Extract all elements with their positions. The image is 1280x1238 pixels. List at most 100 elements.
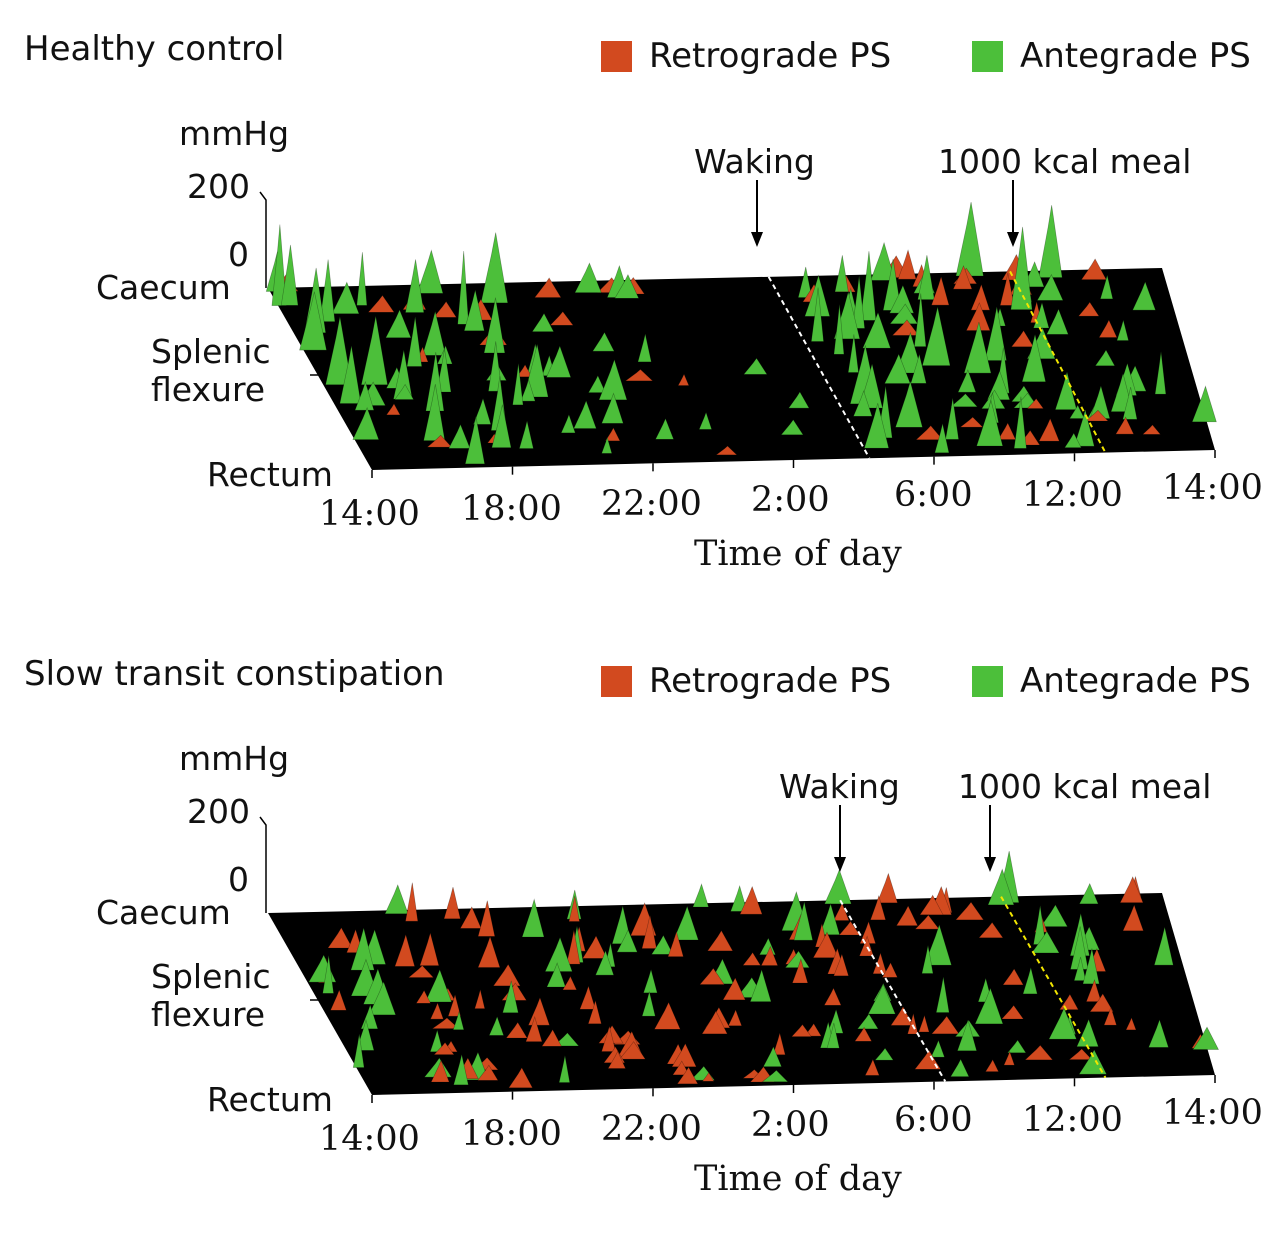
retrograde-peak [534,277,562,298]
antegrade-peak [1153,926,1174,966]
legend-retrograde: Retrograde PS [601,36,891,76]
antegrade-swatch [972,40,1003,72]
antegrade-peak [352,406,380,440]
antegrade-peak [416,249,444,294]
x-tick-label: 2:00 [751,480,830,520]
retrograde-peak [566,929,581,965]
retrograde-peak [394,933,416,967]
site-rectum-label: Rectum [207,1080,333,1119]
antegrade-peak [457,251,469,325]
retrograde-peak [722,977,746,1001]
site-rectum-label: Rectum [207,455,333,494]
legend-antegrade: Antegrade PS [972,36,1251,76]
antegrade-peak [1122,386,1138,420]
x-tick-label: 22:00 [601,484,702,524]
antegrade-peak [360,316,388,386]
antegrade-peak [917,255,935,300]
retrograde-peak [1024,1044,1054,1061]
antegrade-peak [598,358,628,401]
antegrade-peak [595,949,615,976]
retrograde-peak [1085,978,1102,1002]
meal-annotation: 1000 kcal meal [938,142,1192,181]
retrograde-peak [918,1014,930,1033]
retrograde-peak [706,930,734,952]
retrograde-peak [1038,417,1060,442]
event-arrowhead [834,857,846,872]
antegrade-peak [833,304,845,355]
antegrade-peak [788,391,810,409]
antegrade-peak [472,397,492,425]
retrograde-peak [1010,330,1034,348]
antegrade-swatch [972,665,1003,697]
antegrade-peak [488,341,503,392]
x-tick-label: 14:00 [1162,468,1263,508]
retrograde-peak [955,901,985,921]
retrograde-peak [426,434,453,448]
antegrade-peak [930,1039,945,1058]
antegrade-peak [405,259,425,313]
retrograde-peak [701,1072,715,1082]
antegrade-peak [974,987,1004,1025]
antegrade-peak [934,423,950,454]
antegrade-peak [895,380,923,428]
antegrade-peak [698,411,713,430]
antegrade-peak [945,397,959,440]
retrograde-peak [549,311,574,326]
retrograde-peak [1119,876,1144,903]
retrograde-peak [870,894,887,921]
antegrade-peak [827,1008,844,1034]
retrograde-peak [447,993,462,1017]
antegrade-peak [436,348,452,393]
antegrade-peak [641,991,656,1017]
x-tick-label: 14:00 [1162,1093,1263,1133]
antegrade-peak [950,393,978,408]
retrograde-peak [516,364,533,378]
antegrade-peak [1048,1007,1077,1040]
site-caecum-label: Caecum [96,268,231,307]
retrograde-peak [587,999,602,1025]
antegrade-peak [910,354,927,384]
antegrade-peak [1013,396,1027,449]
antegrade-peak [1078,1049,1108,1075]
antegrade-peak [1076,1018,1099,1047]
retrograde-peak [978,921,1004,939]
antegrade-peak [1038,205,1063,278]
retrograde-peak [671,1042,697,1068]
x-tick-label: 14:00 [319,1119,420,1159]
antegrade-peak [874,1047,894,1061]
antegrade-peak [546,962,566,988]
retrograde-peak [367,294,395,313]
antegrade-peak [976,399,1004,447]
antegrade-peak [271,224,287,306]
antegrade-peak [544,936,573,972]
site-flexure-label: flexure [151,370,266,409]
retrograde-peak [582,935,608,959]
antegrade-peak [1154,351,1167,395]
antegrade-peak [453,1054,469,1086]
antegrade-peak [1040,904,1068,927]
antegrade-peak [520,378,536,402]
retrograde-peak [895,905,919,926]
retrograde-peak [1026,398,1044,409]
antegrade-peak [384,884,409,915]
antegrade-peak [1192,1026,1219,1050]
retrograde-peak [505,1021,528,1039]
slow-transit-panel: Slow transit constipation Retrograde PS … [0,625,1280,1238]
x-tick-label: 12:00 [1022,1100,1123,1140]
antegrade-peak [560,413,576,434]
retrograde-peak [881,962,898,978]
retrograde-peak [791,958,809,984]
retrograde-peak [676,1066,699,1085]
retrograde-peak [897,249,917,280]
waking-annotation: Waking [779,767,900,806]
retrograde-peak [864,1058,880,1076]
antegrade-peak [463,289,485,332]
antegrade-peak [921,306,951,366]
antegrade-peak [452,1010,465,1031]
x-tick-label: 18:00 [461,1114,562,1154]
event-line [1000,896,1107,1079]
retrograde-peak [1098,319,1118,338]
antegrade-peak [480,232,509,304]
retrograde-peak [699,967,725,985]
antegrade-peak [957,369,977,393]
